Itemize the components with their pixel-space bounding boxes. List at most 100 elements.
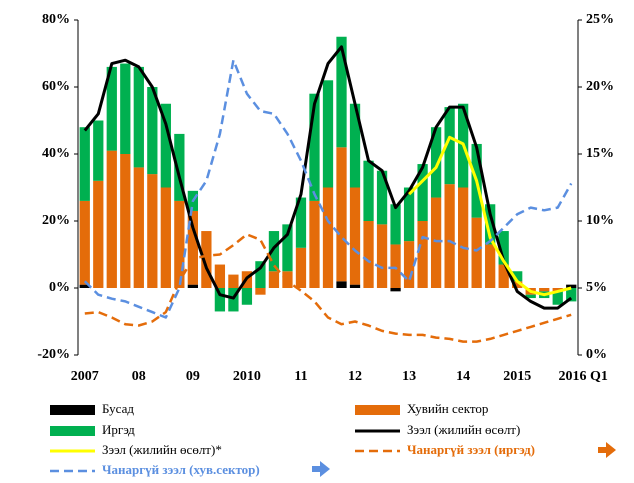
x-tick-label: 12 (348, 369, 362, 384)
line-series (83, 45, 573, 310)
legend-swatch (355, 405, 400, 415)
bar-segment (566, 288, 577, 302)
bar-segment (295, 197, 307, 248)
bar-segment (228, 274, 239, 288)
bar-segment (255, 261, 266, 288)
bar-segment (349, 103, 361, 188)
bar-segment (133, 66, 144, 168)
y-tick-label: 60% (42, 79, 70, 94)
bar-segment (512, 281, 523, 288)
bar-segment (295, 247, 307, 288)
bar-segment (120, 154, 131, 288)
bar-segment (336, 281, 347, 288)
bar-segment (512, 271, 523, 282)
bar-segment (444, 184, 455, 288)
bar-segment (133, 167, 144, 288)
bar-segment (268, 271, 280, 288)
x-tick-label: 08 (132, 369, 146, 384)
y2-tick-label: 5% (586, 280, 607, 295)
bar-segment (214, 264, 226, 288)
bar-segment (552, 291, 563, 305)
bar-segment (485, 244, 496, 288)
bar-segment (322, 187, 334, 288)
bar-segment (376, 170, 388, 225)
bar-segment (79, 284, 90, 288)
bar-segment (403, 241, 415, 288)
bar-segment (241, 288, 253, 305)
legend-label: Хувийн сектор (407, 401, 488, 416)
x-tick-label: 13 (402, 369, 416, 384)
legend-swatch (50, 426, 95, 436)
arrow-icon (598, 442, 616, 458)
bar-segment (79, 200, 90, 285)
bar-segment (349, 187, 361, 285)
bar-segment (268, 231, 280, 272)
bar-segment (539, 288, 550, 292)
bar-segment (566, 284, 577, 288)
bar-segment (390, 288, 401, 292)
legend-swatch (50, 405, 95, 415)
bar-segment (336, 36, 347, 148)
y2-tick-label: 25% (586, 12, 614, 27)
bar-segment (498, 264, 509, 288)
x-tick-label: 2016 Q1 (559, 369, 608, 384)
bar-segment (228, 288, 239, 312)
bar-segment (106, 150, 117, 288)
y-tick-label: -20% (37, 347, 70, 362)
y2-tick-label: 10% (586, 213, 614, 228)
x-tick-label: 09 (186, 369, 200, 384)
bar-segment (120, 63, 131, 154)
y-tick-label: 40% (42, 146, 70, 161)
legend-label: Чанаргүй зээл (иргэд) (407, 442, 535, 457)
bar-segment (174, 133, 185, 201)
x-tick-label: 2015 (503, 369, 531, 384)
y2-tick-label: 20% (586, 79, 614, 94)
bar-segment (309, 93, 320, 201)
x-tick-label: 11 (294, 369, 307, 384)
bar-segment (201, 231, 212, 288)
bar-segment (147, 87, 158, 175)
line-series (84, 233, 572, 343)
bar-segment (363, 160, 374, 221)
bar-segment (349, 284, 361, 288)
line-series (83, 58, 573, 319)
bar-segment (498, 231, 509, 265)
bar-segment (458, 187, 469, 288)
legend-label: Зээл (жилийн өсөлт)* (102, 442, 222, 457)
bar-segment (417, 221, 428, 288)
bar-segment (214, 288, 226, 312)
legend-label: Зээл (жилийн өсөлт) (407, 422, 520, 437)
bar-segment (417, 164, 428, 221)
legend-label: Иргэд (102, 422, 135, 437)
bar-segment (363, 221, 374, 288)
y-tick-label: 0% (49, 280, 70, 295)
bar-segment (376, 224, 388, 288)
bar-segment (93, 180, 104, 288)
y2-tick-label: 0% (586, 347, 607, 362)
bar-segment (322, 80, 334, 188)
bar-segment (430, 197, 442, 288)
bar-segment (525, 294, 536, 299)
legend-label: Бусад (102, 401, 134, 416)
x-tick-label: 2007 (71, 369, 99, 384)
bar-segment (187, 284, 198, 288)
bar-segment (93, 120, 104, 181)
bar-segment (174, 200, 185, 288)
bar-segment (471, 217, 482, 288)
x-tick-label: 14 (456, 369, 470, 384)
legend-label: Чанаргүй зээл (хув.сектор) (102, 462, 260, 477)
bar-segment (390, 244, 401, 288)
y-tick-label: 20% (42, 213, 70, 228)
bar-segment (485, 204, 496, 245)
bar-segment (552, 288, 563, 292)
arrow-icon (312, 461, 330, 477)
bar-segment (255, 288, 266, 295)
bar-segment (403, 187, 415, 242)
bar-segment (309, 200, 320, 288)
y-tick-label: 80% (42, 12, 70, 27)
bar-segment (106, 66, 117, 151)
bar-segment (390, 204, 401, 245)
bar-segment (282, 224, 293, 272)
bar-segment (187, 210, 198, 285)
